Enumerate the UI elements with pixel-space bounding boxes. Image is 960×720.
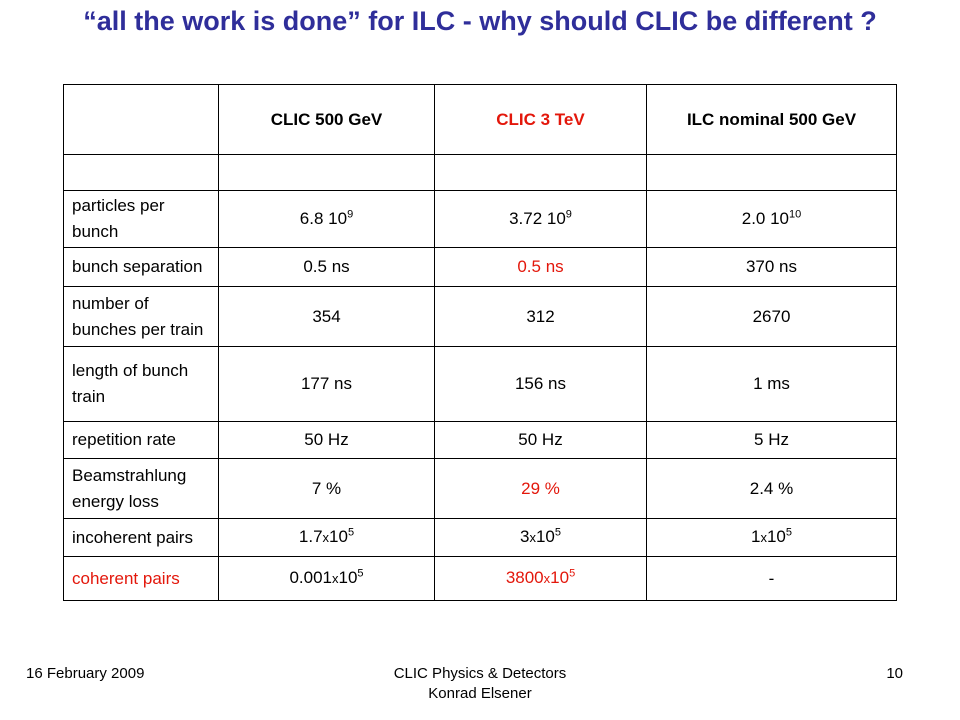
table-cell: 6.8 109 — [218, 190, 435, 248]
table-cell — [63, 154, 219, 191]
table-cell — [218, 154, 435, 191]
table-cell: 50 Hz — [434, 421, 647, 459]
table-cell: 2.4 % — [646, 458, 897, 519]
table-row: coherent pairs 0.001x105 3800x105 - — [63, 556, 897, 601]
table-cell: 1.7x105 — [218, 518, 435, 557]
footer-event: CLIC Physics & Detectors Konrad Elsener — [300, 664, 660, 704]
header-ilc-nominal: ILC nominal 500 GeV — [646, 84, 897, 155]
table-row: length of bunch train 177 ns 156 ns 1 ms — [63, 346, 897, 422]
table-row: particles per bunch 6.8 109 3.72 109 2.0… — [63, 190, 897, 248]
table-cell: 370 ns — [646, 247, 897, 287]
header-clic-500: CLIC 500 GeV — [218, 84, 435, 155]
table-row: bunch separation 0.5 ns 0.5 ns 370 ns — [63, 247, 897, 287]
table-cell: 3800x105 — [434, 556, 647, 601]
table-cell: 312 — [434, 286, 647, 347]
footer-page-number: 10 — [886, 665, 903, 682]
footer-date: 16 February 2009 — [26, 665, 145, 682]
row-label: incoherent pairs — [63, 518, 219, 557]
table-cell — [646, 154, 897, 191]
table-row: incoherent pairs 1.7x105 3x105 1x105 — [63, 518, 897, 557]
table-cell: 2670 — [646, 286, 897, 347]
table-cell: 0.5 ns — [434, 247, 647, 287]
table-cell: 156 ns — [434, 346, 647, 422]
table-cell: 1x105 — [646, 518, 897, 557]
table-row: repetition rate 50 Hz 50 Hz 5 Hz — [63, 421, 897, 459]
table-cell: - — [646, 556, 897, 601]
parameter-table: CLIC 500 GeV CLIC 3 TeV ILC nominal 500 … — [63, 84, 897, 601]
row-label: particles per bunch — [63, 190, 219, 248]
row-label: repetition rate — [63, 421, 219, 459]
table-cell: 0.5 ns — [218, 247, 435, 287]
row-label: Beamstrahlung energy loss — [63, 458, 219, 519]
table-cell: 1 ms — [646, 346, 897, 422]
row-label: coherent pairs — [63, 556, 219, 601]
row-label: bunch separation — [63, 247, 219, 287]
table-cell: 50 Hz — [218, 421, 435, 459]
row-label: number of bunches per train — [63, 286, 219, 347]
footer-event-title: CLIC Physics & Detectors — [393, 665, 567, 682]
table-cell: 3x105 — [434, 518, 647, 557]
header-blank — [63, 84, 219, 155]
table-cell: 0.001x105 — [218, 556, 435, 601]
table-cell: 2.0 1010 — [646, 190, 897, 248]
table-cell: 3.72 109 — [434, 190, 647, 248]
table-row: Beamstrahlung energy loss 7 % 29 % 2.4 % — [63, 458, 897, 519]
slide-title: “all the work is done” for ILC - why sho… — [83, 6, 877, 36]
table-cell: 7 % — [218, 458, 435, 519]
table-cell: 354 — [218, 286, 435, 347]
table-cell: 29 % — [434, 458, 647, 519]
table-header-row: CLIC 500 GeV CLIC 3 TeV ILC nominal 500 … — [63, 84, 897, 155]
table-cell — [434, 154, 647, 191]
footer-author: Konrad Elsener — [428, 685, 532, 702]
table-cell: 177 ns — [218, 346, 435, 422]
table-empty-row — [63, 154, 897, 191]
row-label: length of bunch train — [63, 346, 219, 422]
header-clic-3tev: CLIC 3 TeV — [434, 84, 647, 155]
table-row: number of bunches per train 354 312 2670 — [63, 286, 897, 347]
table-cell: 5 Hz — [646, 421, 897, 459]
